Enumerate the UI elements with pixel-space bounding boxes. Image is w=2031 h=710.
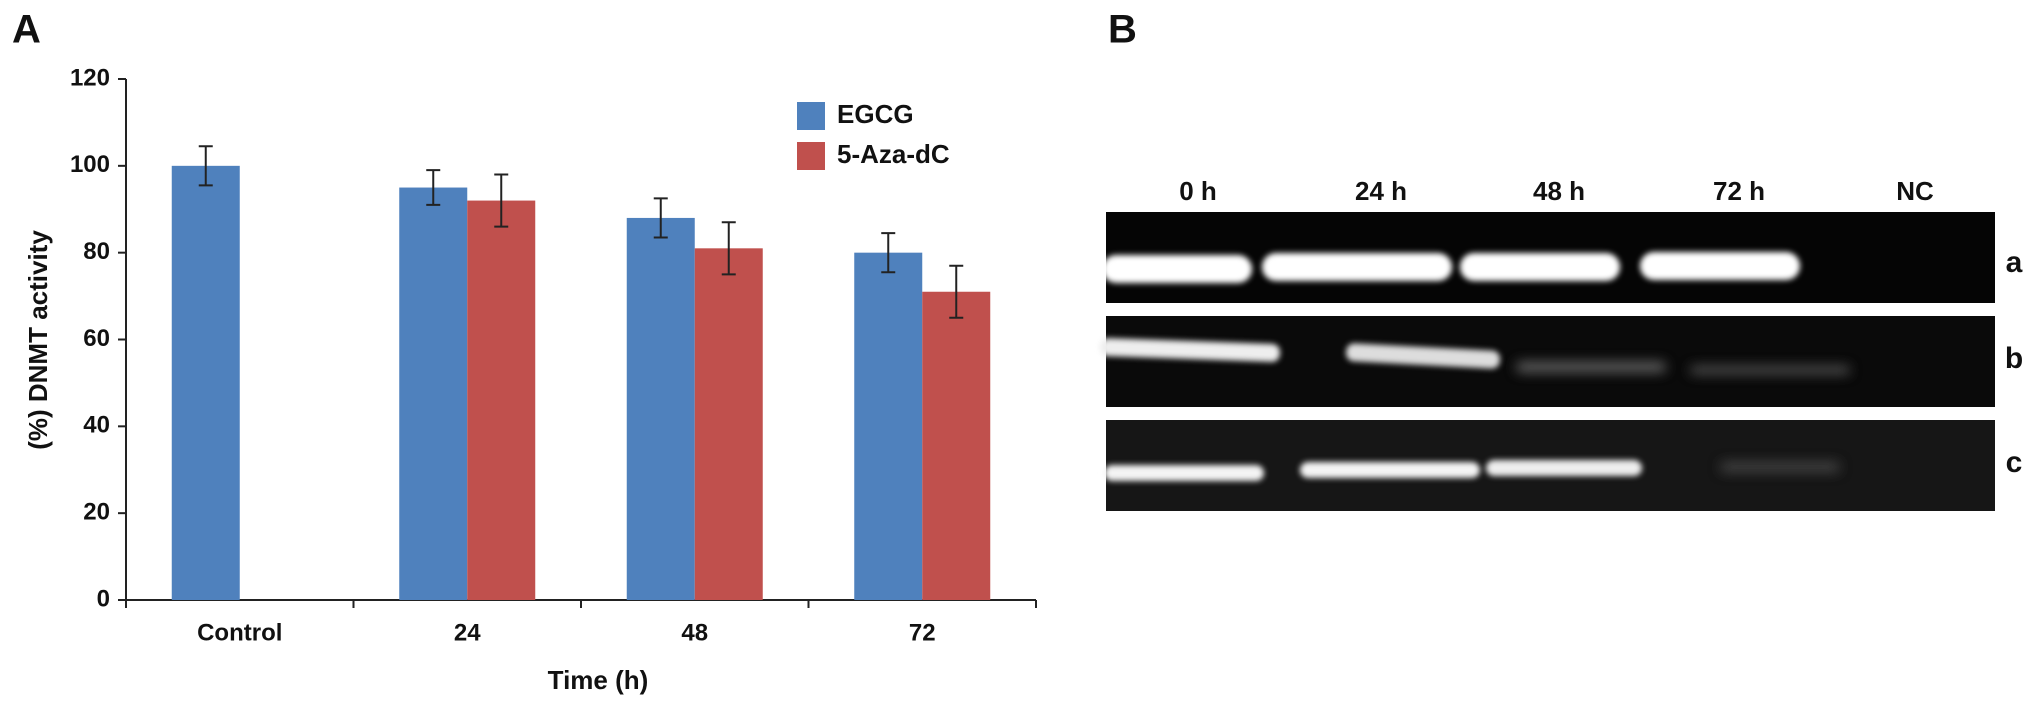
gel-band (1460, 253, 1620, 281)
gel-band (1640, 252, 1800, 280)
row-label: c (2006, 446, 2023, 479)
gel-band (1516, 362, 1666, 372)
bar (467, 200, 536, 601)
y-tick-label: 120 (70, 64, 110, 91)
y-axis-title: (%) DNMT activity (23, 230, 53, 450)
x-tick-label: Control (197, 619, 282, 646)
legend-label: 5-Aza-dC (837, 139, 950, 169)
x-tick-label: 72 (909, 619, 936, 646)
error-bar (653, 197, 668, 239)
lane-label: 48 h (1533, 176, 1585, 206)
x-tick-label: 48 (681, 619, 708, 646)
gel-band (1486, 460, 1642, 476)
gel-band (1300, 462, 1480, 478)
gel-band (1346, 343, 1500, 369)
y-tick-label: 80 (83, 238, 110, 265)
lane-label: 0 h (1179, 176, 1217, 206)
bar (694, 248, 763, 600)
lane-label: NC (1896, 176, 1934, 206)
gel-band (1720, 462, 1840, 472)
row-label: a (2006, 246, 2023, 279)
legend-swatch (797, 102, 825, 130)
lane-label: 72 h (1713, 176, 1765, 206)
gel-band (1104, 465, 1264, 481)
bar (626, 217, 695, 600)
lane-label: 24 h (1355, 176, 1407, 206)
error-bar (426, 169, 441, 206)
row-label: b (2005, 342, 2023, 375)
panel-label: A (12, 8, 41, 52)
gel-band (1690, 366, 1850, 374)
legend-swatch (797, 142, 825, 170)
error-bar (881, 232, 896, 274)
y-tick-label: 20 (83, 499, 110, 526)
bar (922, 291, 991, 600)
panel-label: B (1108, 8, 1137, 52)
y-tick-label: 100 (70, 151, 110, 178)
gel-image: 0 h 24 h 48 h 72 h NC a b c (1100, 176, 2023, 511)
error-bar (494, 173, 509, 228)
gel-row (1106, 316, 1995, 407)
x-axis-title: Time (h) (548, 665, 649, 695)
bar (854, 252, 923, 600)
legend-label: EGCG (837, 99, 914, 129)
error-bar (949, 264, 964, 319)
y-tick-label: 0 (97, 585, 110, 612)
bar-chart: (%) DNMT activity Time (h) 0 20 40 60 80 100 1… (23, 64, 1037, 695)
error-bar (198, 145, 213, 187)
y-tick-label: 40 (83, 412, 110, 439)
bar (171, 165, 240, 601)
gel-band (1262, 253, 1452, 281)
error-bar (721, 221, 736, 276)
gel-band (1100, 338, 1280, 362)
gel-band (1102, 255, 1252, 283)
y-tick-label: 60 (83, 325, 110, 352)
x-tick-label: 24 (454, 619, 481, 646)
bar (399, 187, 468, 600)
